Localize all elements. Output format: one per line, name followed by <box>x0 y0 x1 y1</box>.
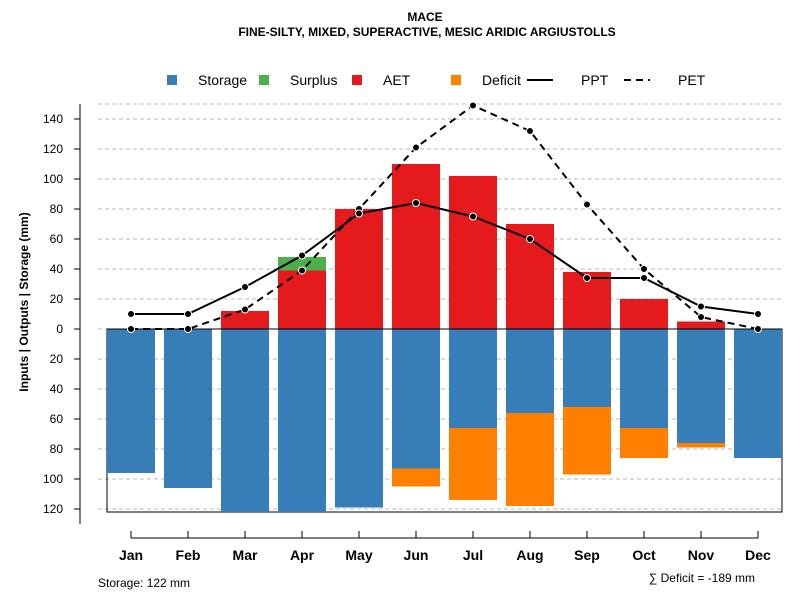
y-tick-label: 120 <box>43 502 63 516</box>
aet-bar <box>392 164 440 329</box>
aet-bar <box>620 299 668 329</box>
storage-bar <box>449 329 497 428</box>
legend-swatch <box>167 75 177 85</box>
deficit-bar <box>563 407 611 475</box>
legend-label: PPT <box>581 72 609 88</box>
y-tick-label: 120 <box>43 142 63 156</box>
chart-title: MACE <box>407 10 442 24</box>
pet-point <box>241 305 249 314</box>
y-tick-label: 60 <box>50 232 64 246</box>
y-tick-label: 40 <box>50 262 64 276</box>
pet-point <box>412 143 420 152</box>
storage-note: Storage: 122 mm <box>98 576 190 590</box>
y-tick-label: 80 <box>50 202 64 216</box>
storage-bar <box>734 329 782 458</box>
month-label: Oct <box>632 547 656 563</box>
storage-bar <box>563 329 611 407</box>
y-tick-label: 80 <box>50 442 64 456</box>
pet-point <box>298 266 306 275</box>
month-label: Mar <box>233 547 258 563</box>
aet-bar <box>335 209 383 329</box>
aet-bar <box>677 321 725 329</box>
pet-point <box>469 101 477 110</box>
y-tick-label: 100 <box>43 472 63 486</box>
storage-bar <box>392 329 440 469</box>
month-label: Jan <box>119 547 143 563</box>
pet-point <box>697 313 705 321</box>
y-tick-label: 140 <box>43 112 63 126</box>
deficit-bar <box>392 468 440 487</box>
ppt-point <box>640 274 648 282</box>
lines <box>127 101 762 333</box>
surplus-bar <box>278 257 326 271</box>
ppt-point <box>697 302 705 311</box>
ppt-point <box>298 251 306 260</box>
storage-bar <box>335 329 383 508</box>
legend: Storage Surplus AET Deficit PPT PET <box>167 72 706 88</box>
legend-label: AET <box>383 72 411 88</box>
legend-label: PET <box>678 72 706 88</box>
aet-bar <box>278 270 326 329</box>
legend-label: Surplus <box>290 72 337 88</box>
month-label: Jul <box>463 547 483 563</box>
pet-point <box>526 127 534 135</box>
pet-point <box>754 325 762 333</box>
ppt-point <box>754 310 762 318</box>
y-tick-label: 20 <box>50 352 64 366</box>
legend-swatch <box>259 75 269 85</box>
legend-swatch <box>451 75 461 85</box>
ppt-line <box>131 201 759 315</box>
legend-swatch <box>352 75 362 85</box>
legend-label: Deficit <box>482 72 521 88</box>
y-tick-label: 40 <box>50 382 64 396</box>
pet-point <box>127 325 135 333</box>
legend-label: Storage <box>198 72 247 88</box>
month-label: Aug <box>516 547 543 563</box>
month-label: Feb <box>176 547 201 563</box>
month-label: Nov <box>688 547 715 563</box>
deficit-bar <box>449 428 497 500</box>
aet-bar <box>449 176 497 329</box>
ppt-point <box>583 274 591 282</box>
storage-bar <box>278 329 326 512</box>
deficit-note: ∑ Deficit = -189 mm <box>649 571 755 585</box>
ppt-point <box>469 212 477 221</box>
month-label: Dec <box>745 547 771 563</box>
deficit-bar <box>620 428 668 458</box>
month-label: Sep <box>574 547 600 563</box>
y-tick-label: 60 <box>50 412 64 426</box>
axes: 140 120 100 80 60 40 20 0 20 40 60 80 100 120 Jan Feb Ma… <box>43 104 771 563</box>
month-label: Jun <box>404 547 429 563</box>
y-axis-label: Inputs | Outputs | Storage (mm) <box>17 212 31 391</box>
month-label: May <box>345 547 372 563</box>
storage-bar <box>506 329 554 413</box>
pet-point <box>583 200 591 209</box>
bars <box>106 164 783 513</box>
storage-bar <box>107 329 155 473</box>
ppt-point <box>127 310 135 318</box>
pet-point <box>184 325 192 333</box>
ppt-point <box>412 199 420 207</box>
storage-bar <box>221 329 269 512</box>
storage-bar <box>164 329 212 488</box>
ppt-point <box>526 235 534 243</box>
storage-bar <box>620 329 668 428</box>
aet-bar <box>221 311 269 329</box>
ppt-point <box>184 310 192 318</box>
pet-point <box>640 265 648 273</box>
y-tick-label: 100 <box>43 172 63 186</box>
storage-bar <box>677 329 725 443</box>
y-tick-label: 0 <box>56 322 63 336</box>
ppt-point <box>241 283 249 291</box>
month-label: Apr <box>290 547 315 563</box>
pet-line <box>131 104 759 330</box>
y-tick-label: 20 <box>50 292 64 306</box>
deficit-bar <box>677 443 725 448</box>
ppt-point <box>355 209 363 218</box>
chart-subtitle: FINE-SILTY, MIXED, SUPERACTIVE, MESIC AR… <box>238 25 615 39</box>
deficit-bar <box>506 413 554 506</box>
